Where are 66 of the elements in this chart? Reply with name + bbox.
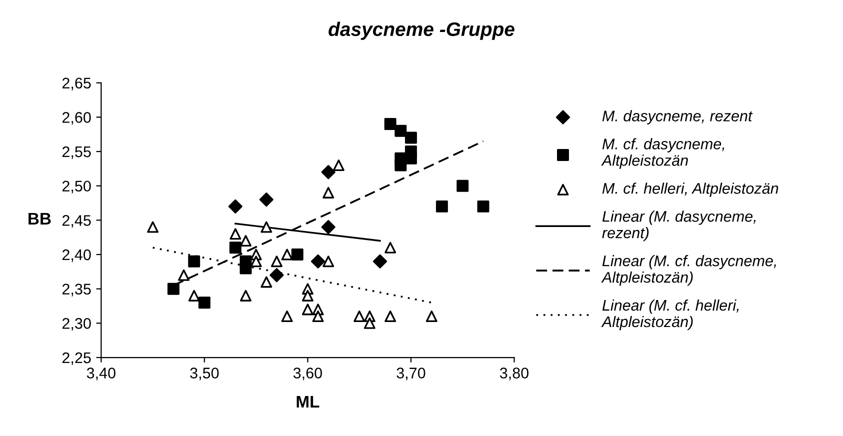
- point: [436, 200, 448, 212]
- y-tick-label: 2,45: [62, 215, 91, 228]
- point: [260, 221, 272, 233]
- point: [188, 255, 200, 268]
- point: [477, 200, 490, 212]
- chart-title: dasycneme -Gruppe: [328, 22, 514, 40]
- y-axis-title: BB: [28, 213, 51, 224]
- point: [354, 310, 366, 322]
- point: [260, 276, 272, 288]
- point: [312, 310, 324, 322]
- point: [384, 118, 396, 130]
- point: [321, 165, 336, 180]
- point: [322, 256, 334, 268]
- x-tick-label: 3,70: [396, 368, 426, 380]
- legend-label: Linear (M. dasycneme, rezent): [602, 210, 756, 242]
- point: [394, 124, 407, 137]
- point: [321, 220, 336, 234]
- point: [281, 248, 293, 260]
- point: [188, 290, 200, 302]
- y-tick-label: 2,60: [62, 112, 91, 125]
- point: [384, 310, 396, 322]
- point: [310, 254, 326, 268]
- legend-label: M. cf. helleri, Altpleistozän: [602, 182, 778, 197]
- point: [372, 254, 388, 268]
- point: [281, 310, 293, 322]
- point: [198, 296, 210, 309]
- point: [322, 186, 334, 198]
- point: [230, 228, 242, 240]
- point: [228, 199, 242, 214]
- point: [456, 180, 469, 192]
- point: [240, 290, 252, 302]
- y-tick-label: 2,30: [62, 318, 91, 331]
- point: [404, 132, 417, 144]
- legend-label: M. dasycneme, rezent: [602, 110, 753, 124]
- point: [291, 248, 304, 260]
- point: [332, 160, 344, 171]
- x-axis-title: ML: [296, 396, 320, 408]
- point: [384, 242, 396, 254]
- point: [240, 262, 252, 274]
- point: [364, 317, 376, 329]
- point: [270, 268, 284, 282]
- y-tick-label: 2,65: [62, 78, 91, 90]
- x-tick-label: 3,80: [500, 368, 528, 380]
- point: [250, 256, 262, 268]
- point: [178, 269, 190, 281]
- y-tick-label: 2,50: [62, 180, 91, 194]
- y-tick-label: 2,40: [62, 249, 91, 262]
- legend-label: Linear (M. cf. dasycneme, Altpleistozän): [601, 255, 776, 286]
- point: [259, 192, 274, 207]
- point: [167, 282, 180, 295]
- point: [394, 159, 407, 172]
- x-tick-label: 3,50: [190, 368, 219, 380]
- x-tick-label: 3,60: [293, 368, 322, 380]
- point: [302, 304, 314, 316]
- x-tick-label: 3,40: [86, 368, 116, 380]
- point: [240, 235, 252, 247]
- legend-label: Linear (M. cf. helleri, Altpleistozän): [601, 299, 739, 330]
- point: [302, 290, 314, 302]
- point: [147, 221, 159, 233]
- point: [426, 310, 438, 322]
- legend-label: M. cf. dasycneme, Altpleistozän: [601, 138, 724, 169]
- point: [270, 256, 282, 268]
- y-tick-label: 2,55: [62, 146, 91, 159]
- point: [229, 242, 242, 254]
- y-tick-label: 2,35: [62, 284, 91, 296]
- y-tick-label: 2,25: [62, 352, 91, 366]
